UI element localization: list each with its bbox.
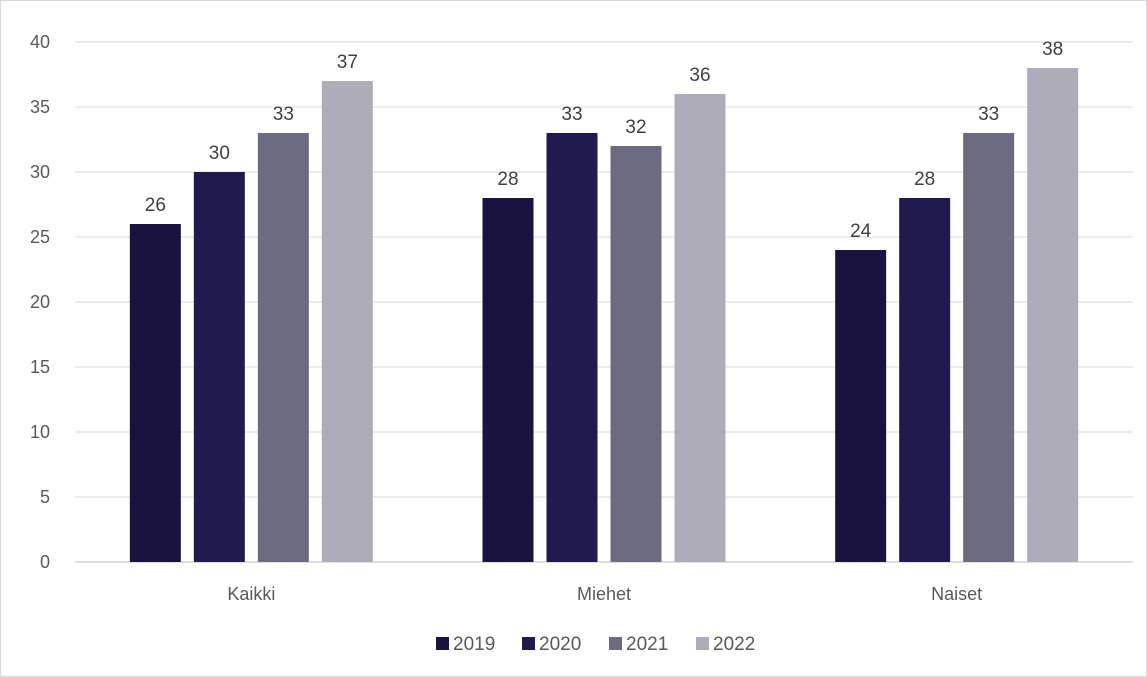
y-tick-label: 15: [30, 357, 50, 377]
y-axis: 0 5 10 15 20 25 30 35 40: [30, 32, 50, 572]
y-tick-label: 35: [30, 97, 50, 117]
legend-swatch-2019: [436, 637, 449, 650]
bar-2020-miehet: [546, 133, 598, 562]
y-tick-label: 40: [30, 32, 50, 52]
data-label: 33: [561, 104, 582, 125]
bar-2022-naiset: [1027, 68, 1079, 562]
legend-label: 2022: [713, 634, 755, 655]
bar-2022-miehet: [674, 94, 726, 562]
bar-2019-miehet: [482, 198, 534, 562]
data-label: 28: [914, 169, 935, 190]
data-label: 33: [978, 104, 999, 125]
data-label: 36: [689, 65, 710, 86]
x-axis: Kaikki Miehet Naiset: [227, 584, 982, 604]
bar-2020-naiset: [899, 198, 951, 562]
data-label: 32: [625, 117, 646, 138]
bar-2021-miehet: [610, 146, 662, 562]
bar-2019-kaikki: [129, 224, 181, 562]
data-label: 30: [209, 143, 230, 164]
bar-2020-kaikki: [193, 172, 245, 562]
category-label: Miehet: [577, 584, 631, 604]
legend-swatch-2020: [522, 637, 535, 650]
y-tick-label: 0: [40, 552, 50, 572]
legend-label: 2020: [539, 634, 581, 655]
data-labels: 26 30 33 37 28 33 32 36 24 28 33 38: [145, 39, 1063, 242]
category-label: Naiset: [931, 584, 982, 604]
data-label: 28: [497, 169, 518, 190]
legend: 2019 2020 2021 2022: [436, 634, 755, 655]
bar-2022-kaikki: [321, 81, 373, 562]
gridlines: [75, 41, 1133, 563]
legend-label: 2021: [626, 634, 668, 655]
legend-label: 2019: [453, 634, 495, 655]
bar-2021-kaikki: [257, 133, 309, 562]
data-label: 37: [337, 52, 358, 73]
bars: [129, 68, 1079, 562]
bar-2021-naiset: [963, 133, 1015, 562]
category-label: Kaikki: [227, 584, 275, 604]
y-tick-label: 10: [30, 422, 50, 442]
legend-swatch-2021: [609, 637, 622, 650]
legend-swatch-2022: [696, 637, 709, 650]
data-label: 33: [273, 104, 294, 125]
data-label: 24: [850, 221, 872, 242]
data-label: 26: [145, 195, 166, 216]
y-tick-label: 30: [30, 162, 50, 182]
bar-2019-naiset: [835, 250, 887, 562]
data-label: 38: [1042, 39, 1063, 60]
y-tick-label: 5: [40, 487, 50, 507]
y-tick-label: 25: [30, 227, 50, 247]
y-tick-label: 20: [30, 292, 50, 312]
